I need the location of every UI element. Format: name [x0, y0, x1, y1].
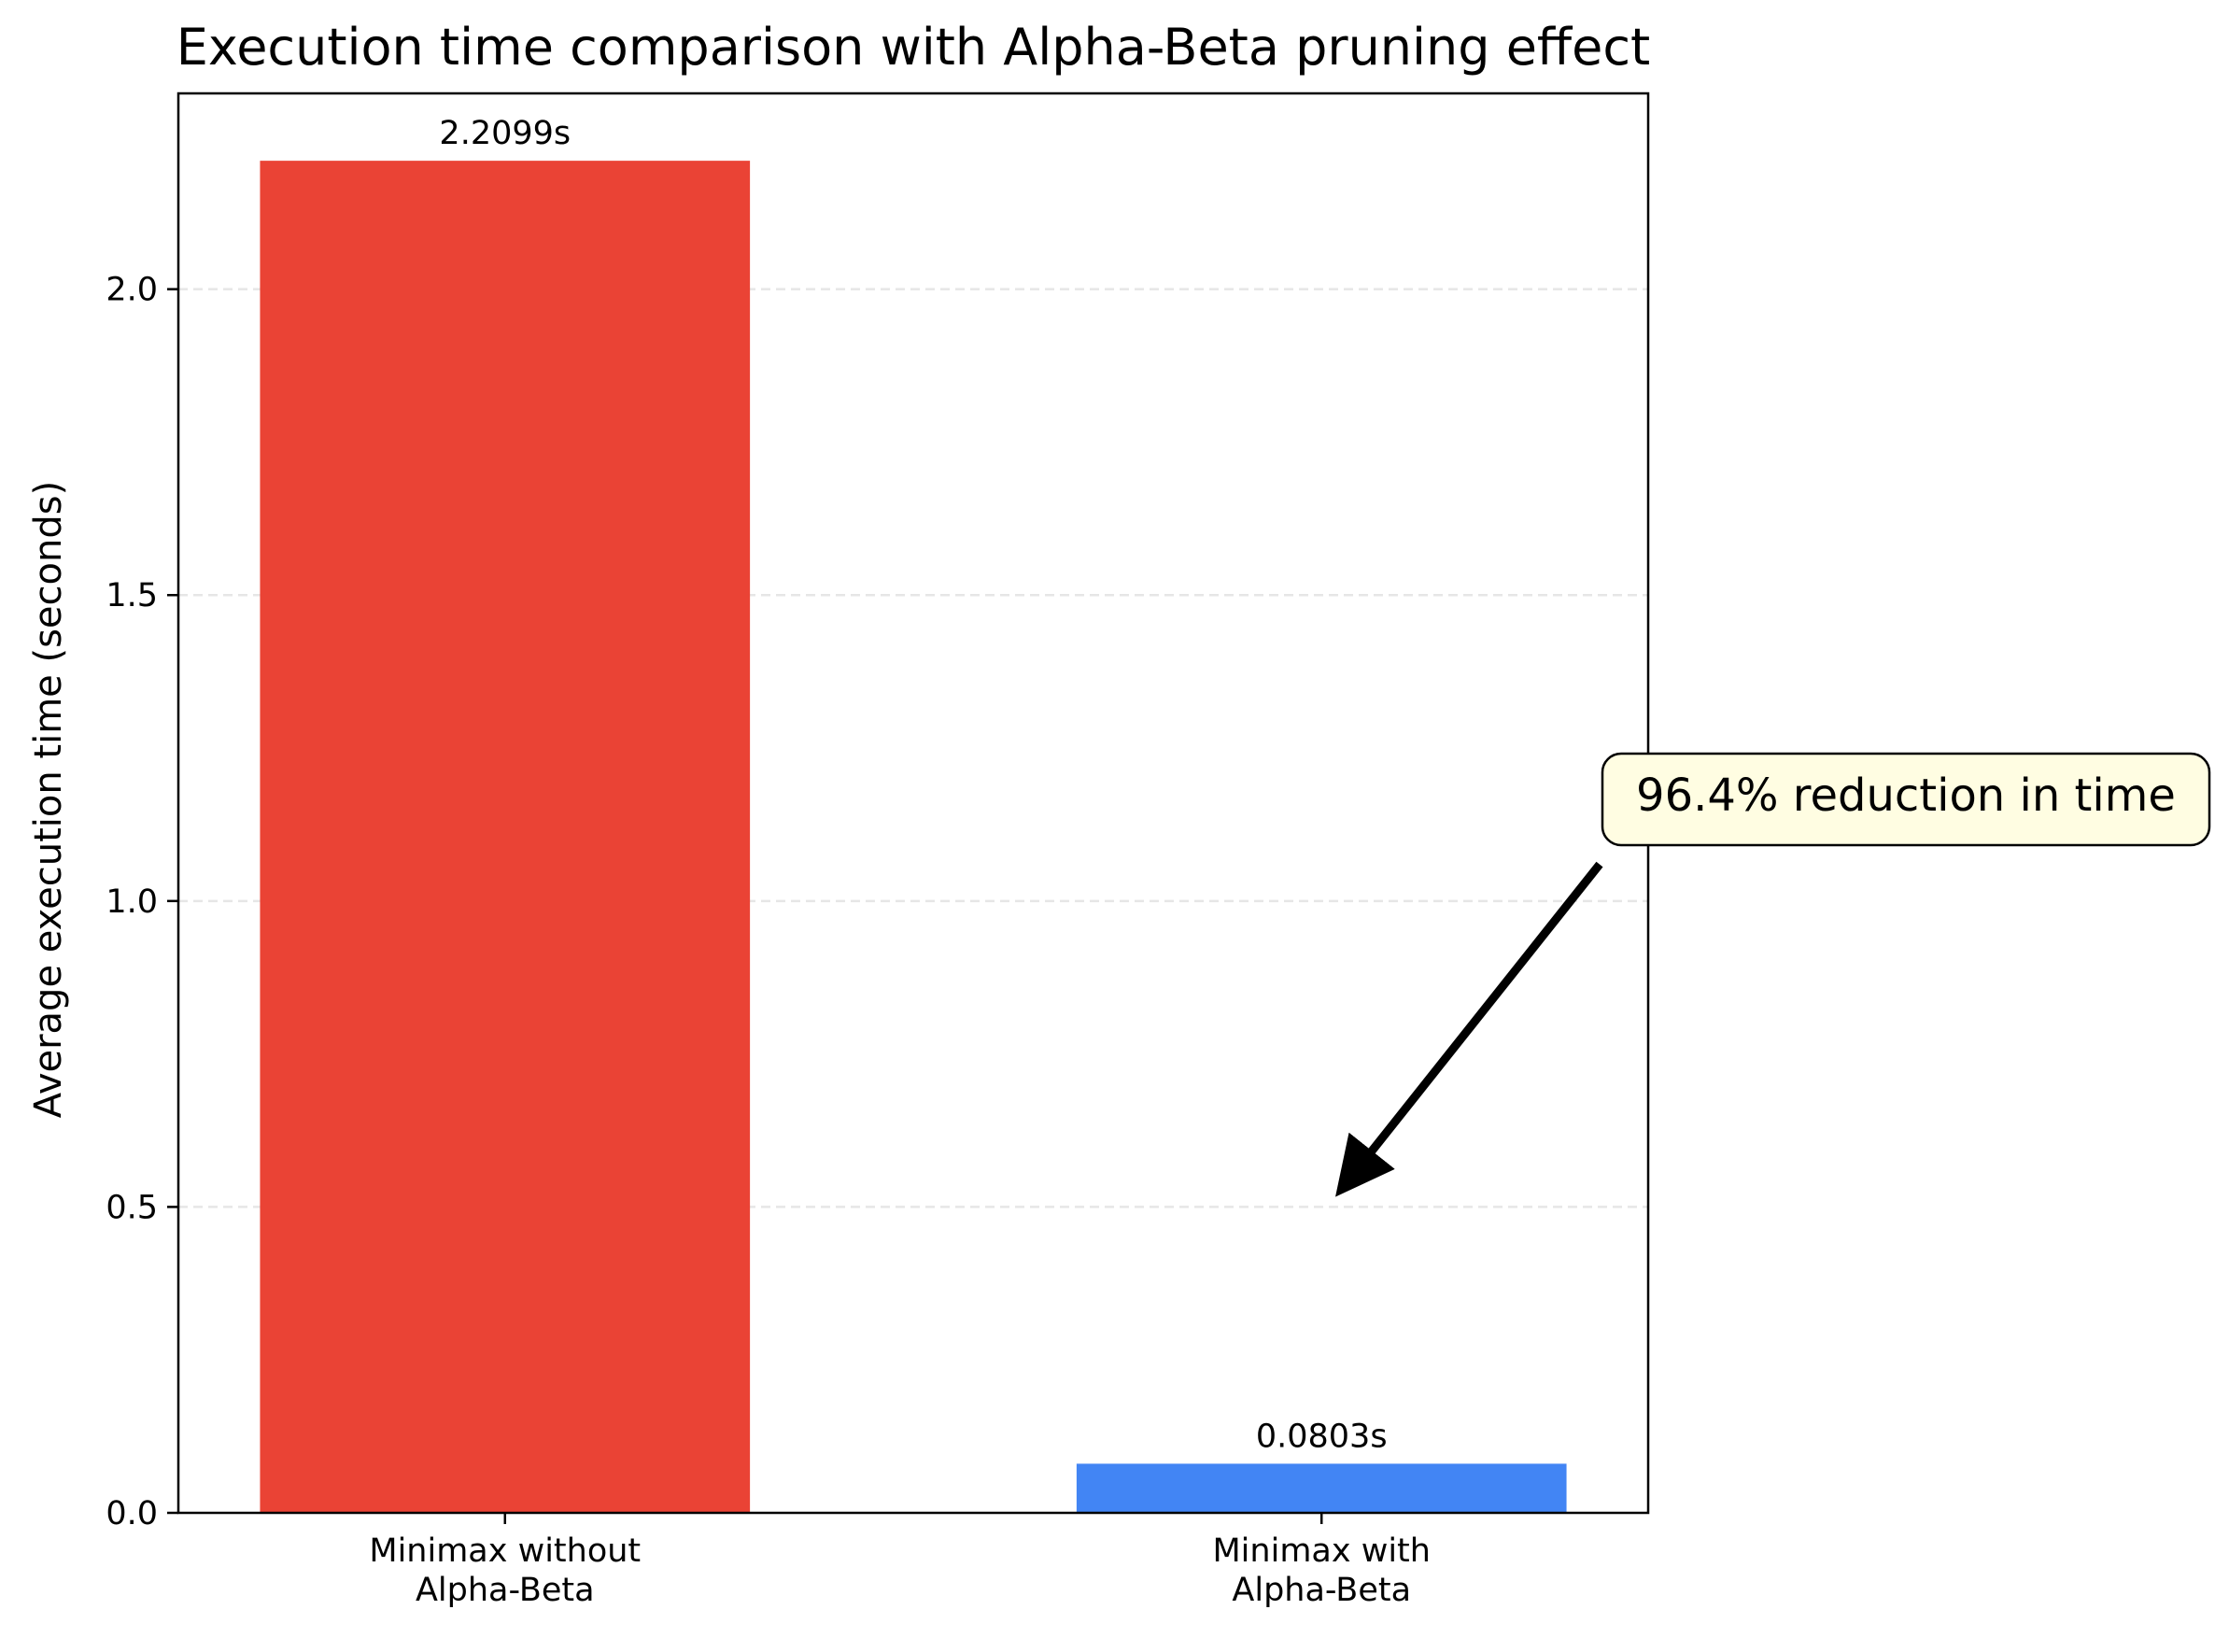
annotation: 96.4% reduction in time	[1335, 752, 2211, 1197]
annotation-box	[1601, 752, 2211, 847]
y-tick-label: 1.5	[106, 577, 158, 614]
bar-value-label: 0.0803s	[1256, 1418, 1388, 1455]
x-axis-ticks: Minimax without Alpha-Beta Minimax with Alp…	[369, 1513, 1431, 1609]
y-tick-label: 1.0	[106, 883, 158, 921]
y-tick-label: 0.5	[106, 1189, 158, 1226]
y-tick-label: 2.0	[106, 272, 158, 309]
x-tick-label: Minimax with Alpha-Beta	[1212, 1532, 1430, 1609]
annotation-text: 96.4% reduction in time	[1636, 770, 2176, 822]
bar	[1076, 1463, 1567, 1513]
y-axis-label: Average execution time (seconds)	[27, 481, 70, 1118]
y-tick-label: 0.0	[106, 1495, 158, 1532]
x-tick-label: Minimax without Alpha-Beta	[369, 1532, 641, 1609]
bar-value-label: 2.2099s	[439, 115, 571, 152]
chart-title: Execution time comparison with Alpha-Bet…	[176, 18, 1650, 77]
bar	[260, 161, 751, 1513]
y-axis-ticks: 0.0 0.5 1.0 1.5 2.0	[106, 272, 178, 1532]
annotation-arrow	[1335, 861, 1603, 1197]
bar-value-labels: 2.2099s 0.0803s	[439, 115, 1387, 1455]
bars	[260, 161, 1567, 1513]
